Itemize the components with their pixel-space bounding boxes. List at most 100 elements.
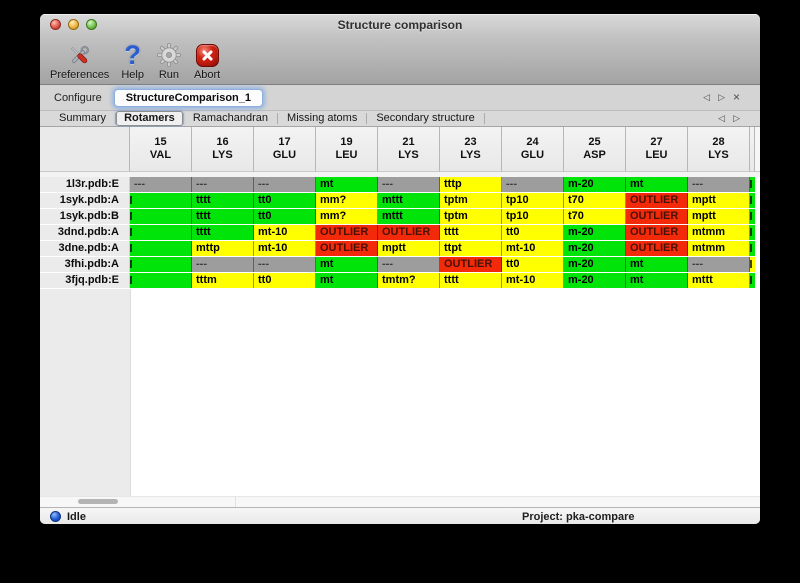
- table-cell[interactable]: ---: [378, 257, 440, 272]
- table-cell[interactable]: [130, 193, 192, 208]
- table-cell[interactable]: m-20: [564, 273, 626, 288]
- table-cell[interactable]: OUTLIER: [626, 209, 688, 224]
- table-cell[interactable]: m-20: [564, 177, 626, 192]
- column-header-19[interactable]: 19 LEU: [316, 127, 378, 172]
- config-close-icon[interactable]: ×: [732, 90, 740, 104]
- table-cell[interactable]: mt: [626, 257, 688, 272]
- table-cell[interactable]: ---: [130, 177, 192, 192]
- row-label[interactable]: 1syk.pdb:A: [40, 193, 130, 208]
- table-cell[interactable]: mptt: [688, 193, 750, 208]
- table-cell[interactable]: m-20: [564, 225, 626, 240]
- row-label[interactable]: 3dne.pdb:A: [40, 241, 130, 256]
- table-cell[interactable]: m-20: [564, 241, 626, 256]
- table-cell[interactable]: mt-10: [502, 241, 564, 256]
- table-cell[interactable]: tttt: [440, 225, 502, 240]
- help-button[interactable]: ? Help: [121, 41, 144, 81]
- table-cell[interactable]: mttp: [192, 241, 254, 256]
- table-cell[interactable]: tmtm?: [378, 273, 440, 288]
- table-cell[interactable]: mm?: [316, 193, 378, 208]
- table-cell[interactable]: mttt: [378, 209, 440, 224]
- table-cell[interactable]: tttp: [440, 177, 502, 192]
- table-cell[interactable]: tt0: [254, 209, 316, 224]
- table-cell[interactable]: tttt: [192, 209, 254, 224]
- table-cell[interactable]: mtmm: [688, 225, 750, 240]
- row-label[interactable]: 3dnd.pdb:A: [40, 225, 130, 240]
- table-cell[interactable]: OUTLIER: [626, 225, 688, 240]
- table-cell[interactable]: ---: [502, 177, 564, 192]
- tab-prev-arrow-icon[interactable]: ◁: [718, 113, 726, 123]
- table-cell[interactable]: ---: [378, 177, 440, 192]
- column-header-21[interactable]: 21 LYS: [378, 127, 440, 172]
- table-cell[interactable]: OUTLIER: [316, 241, 378, 256]
- table-cell[interactable]: mt: [316, 257, 378, 272]
- table-cell[interactable]: mt: [626, 273, 688, 288]
- close-window-button[interactable]: [50, 19, 61, 30]
- titlebar[interactable]: Structure comparison: [40, 14, 760, 36]
- table-cell[interactable]: tt0: [254, 193, 316, 208]
- tab-ramachandran[interactable]: Ramachandran: [192, 112, 269, 124]
- table-cell[interactable]: ---: [688, 257, 750, 272]
- tab-next-arrow-icon[interactable]: ▷: [733, 113, 740, 123]
- table-cell[interactable]: tptm: [440, 193, 502, 208]
- table-cell[interactable]: mt: [626, 177, 688, 192]
- table-cell[interactable]: ---: [192, 177, 254, 192]
- table-cell[interactable]: ---: [254, 177, 316, 192]
- table-cell[interactable]: OUTLIER: [440, 257, 502, 272]
- table-cell[interactable]: t70: [564, 193, 626, 208]
- row-label[interactable]: 3fjq.pdb:E: [40, 273, 130, 288]
- row-label[interactable]: 1syk.pdb:B: [40, 209, 130, 224]
- table-cell[interactable]: OUTLIER: [626, 193, 688, 208]
- config-next-arrow-icon[interactable]: ▷: [718, 92, 725, 102]
- column-header-23[interactable]: 23 LYS: [440, 127, 502, 172]
- table-cell[interactable]: [130, 241, 192, 256]
- table-cell[interactable]: OUTLIER: [378, 225, 440, 240]
- tab-summary[interactable]: Summary: [59, 112, 107, 124]
- column-header-15[interactable]: 15 VAL: [130, 127, 192, 172]
- table-cell[interactable]: tttm: [192, 273, 254, 288]
- table-cell[interactable]: [130, 257, 192, 272]
- table-cell[interactable]: tp10: [502, 209, 564, 224]
- table-cell[interactable]: tttt: [192, 225, 254, 240]
- horizontal-scrollbar[interactable]: [40, 496, 760, 507]
- abort-button[interactable]: Abort: [194, 41, 220, 81]
- table-cell[interactable]: t70: [564, 209, 626, 224]
- table-cell[interactable]: mt-10: [502, 273, 564, 288]
- table-cell[interactable]: tttt: [192, 193, 254, 208]
- preferences-button[interactable]: Preferences: [50, 41, 109, 81]
- table-cell[interactable]: mt: [316, 177, 378, 192]
- table-cell[interactable]: tttt: [440, 273, 502, 288]
- column-header-25[interactable]: 25 ASP: [564, 127, 626, 172]
- table-cell[interactable]: mtmm: [688, 241, 750, 256]
- table-cell[interactable]: tt0: [254, 273, 316, 288]
- table-cell[interactable]: [130, 209, 192, 224]
- table-cell[interactable]: OUTLIER: [316, 225, 378, 240]
- table-cell[interactable]: mttt: [378, 193, 440, 208]
- table-cell[interactable]: tp10: [502, 193, 564, 208]
- table-cell[interactable]: mptt: [688, 209, 750, 224]
- table-cell[interactable]: mm?: [316, 209, 378, 224]
- table-cell[interactable]: mttt: [688, 273, 750, 288]
- column-header-28[interactable]: 28 LYS: [688, 127, 750, 172]
- column-header-17[interactable]: 17 GLU: [254, 127, 316, 172]
- table-cell[interactable]: mt: [316, 273, 378, 288]
- configuration-tab[interactable]: StructureComparison_1: [113, 88, 264, 107]
- table-cell[interactable]: mt-10: [254, 225, 316, 240]
- table-cell[interactable]: ---: [688, 177, 750, 192]
- table-cell[interactable]: ttpt: [440, 241, 502, 256]
- column-header-27[interactable]: 27 LEU: [626, 127, 688, 172]
- table-cell[interactable]: OUTLIER: [626, 241, 688, 256]
- table-cell[interactable]: m-20: [564, 257, 626, 272]
- config-prev-arrow-icon[interactable]: ◁: [703, 92, 711, 102]
- run-button[interactable]: Run: [156, 41, 182, 81]
- tab-rotamers[interactable]: Rotamers: [116, 111, 183, 126]
- table-cell[interactable]: ---: [254, 257, 316, 272]
- zoom-window-button[interactable]: [86, 19, 97, 30]
- row-label[interactable]: 3fhi.pdb:A: [40, 257, 130, 272]
- table-cell[interactable]: tptm: [440, 209, 502, 224]
- table-cell[interactable]: [130, 225, 192, 240]
- tab-missing-atoms[interactable]: Missing atoms: [287, 112, 358, 124]
- column-header-16[interactable]: 16 LYS: [192, 127, 254, 172]
- scrollbar-thumb[interactable]: [78, 499, 118, 504]
- table-cell[interactable]: mptt: [378, 241, 440, 256]
- table-cell[interactable]: tt0: [502, 257, 564, 272]
